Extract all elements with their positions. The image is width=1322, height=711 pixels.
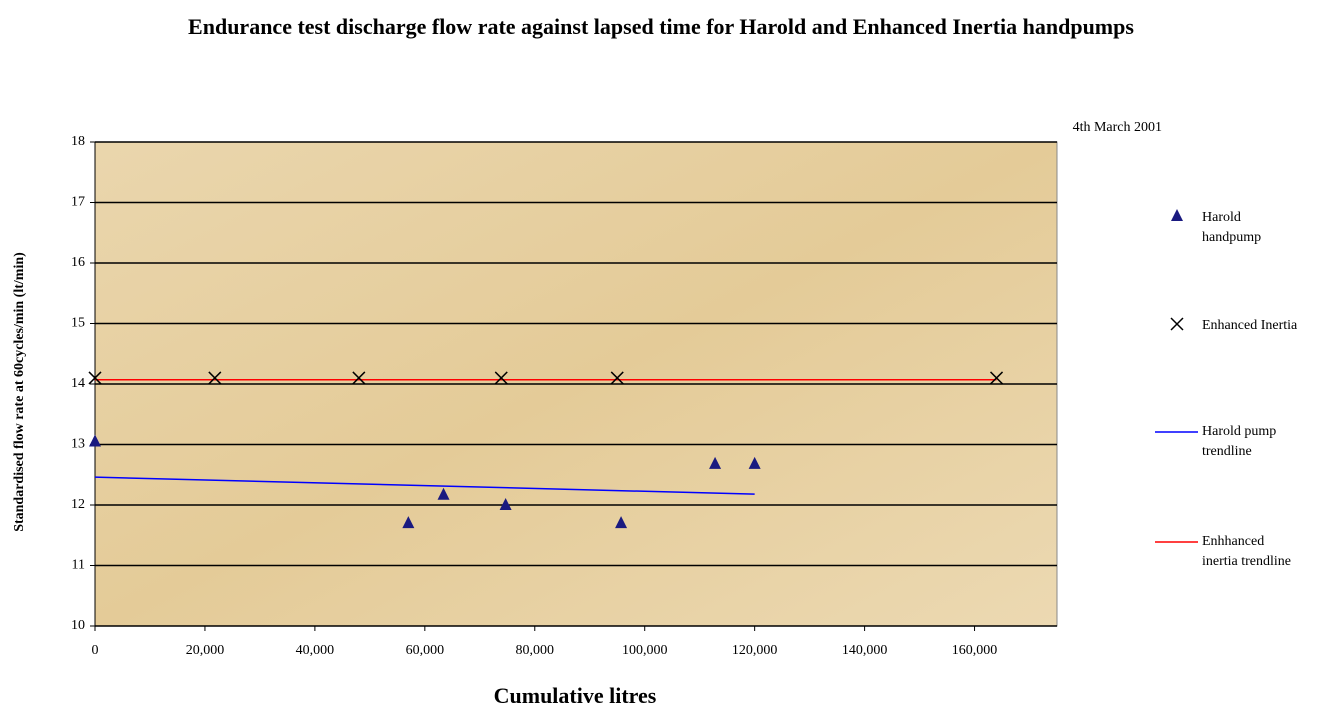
point	[437, 487, 450, 500]
y-tick-label: 13	[71, 437, 85, 452]
subtitle: 4th March 2001	[1072, 120, 1162, 135]
point	[89, 434, 101, 447]
x-tick-label: 140,000	[842, 643, 888, 658]
x-tick-label: 80,000	[516, 643, 555, 658]
x-tick-label: 100,000	[622, 643, 668, 658]
point	[615, 516, 628, 529]
point	[208, 371, 222, 385]
legend-label: Harold pump trendline	[1202, 424, 1277, 459]
y-tick-label: 10	[71, 618, 85, 633]
y-tick-label: 16	[71, 255, 85, 270]
point	[352, 371, 366, 385]
x-tick-label: 0	[92, 643, 99, 658]
point	[494, 371, 508, 385]
legend-label: Enhanced Inertia	[1202, 318, 1298, 333]
point	[748, 456, 761, 469]
legend-swatch	[1171, 209, 1183, 221]
y-tick-label: 14	[71, 376, 85, 391]
point	[402, 516, 415, 529]
y-tick-label: 17	[71, 195, 85, 210]
x-tick-label: 120,000	[732, 643, 778, 658]
y-tick-label: 11	[72, 558, 85, 573]
chart-title: Endurance test discharge flow rate again…	[188, 14, 1134, 39]
y-tick-label: 15	[71, 316, 85, 331]
y-tick-label: 12	[71, 497, 85, 512]
point	[990, 371, 1004, 385]
legend-label: Enhhanced inertia trendline	[1202, 534, 1292, 569]
y-axis-label: Standardised flow rate at 60cycles/min (…	[12, 252, 27, 532]
legend-label: Harold handpump	[1202, 210, 1262, 245]
x-tick-label: 20,000	[186, 643, 225, 658]
legend-swatch	[1170, 317, 1184, 331]
point	[610, 371, 624, 385]
trendline	[94, 476, 755, 495]
x-tick-label: 40,000	[296, 643, 335, 658]
point	[499, 498, 512, 510]
x-tick-label: 60,000	[406, 643, 445, 658]
x-tick-label: 160,000	[952, 643, 998, 658]
x-axis-label: Cumulative litres	[493, 683, 657, 708]
point	[709, 456, 722, 469]
y-tick-label: 18	[71, 134, 85, 149]
point	[88, 371, 102, 385]
